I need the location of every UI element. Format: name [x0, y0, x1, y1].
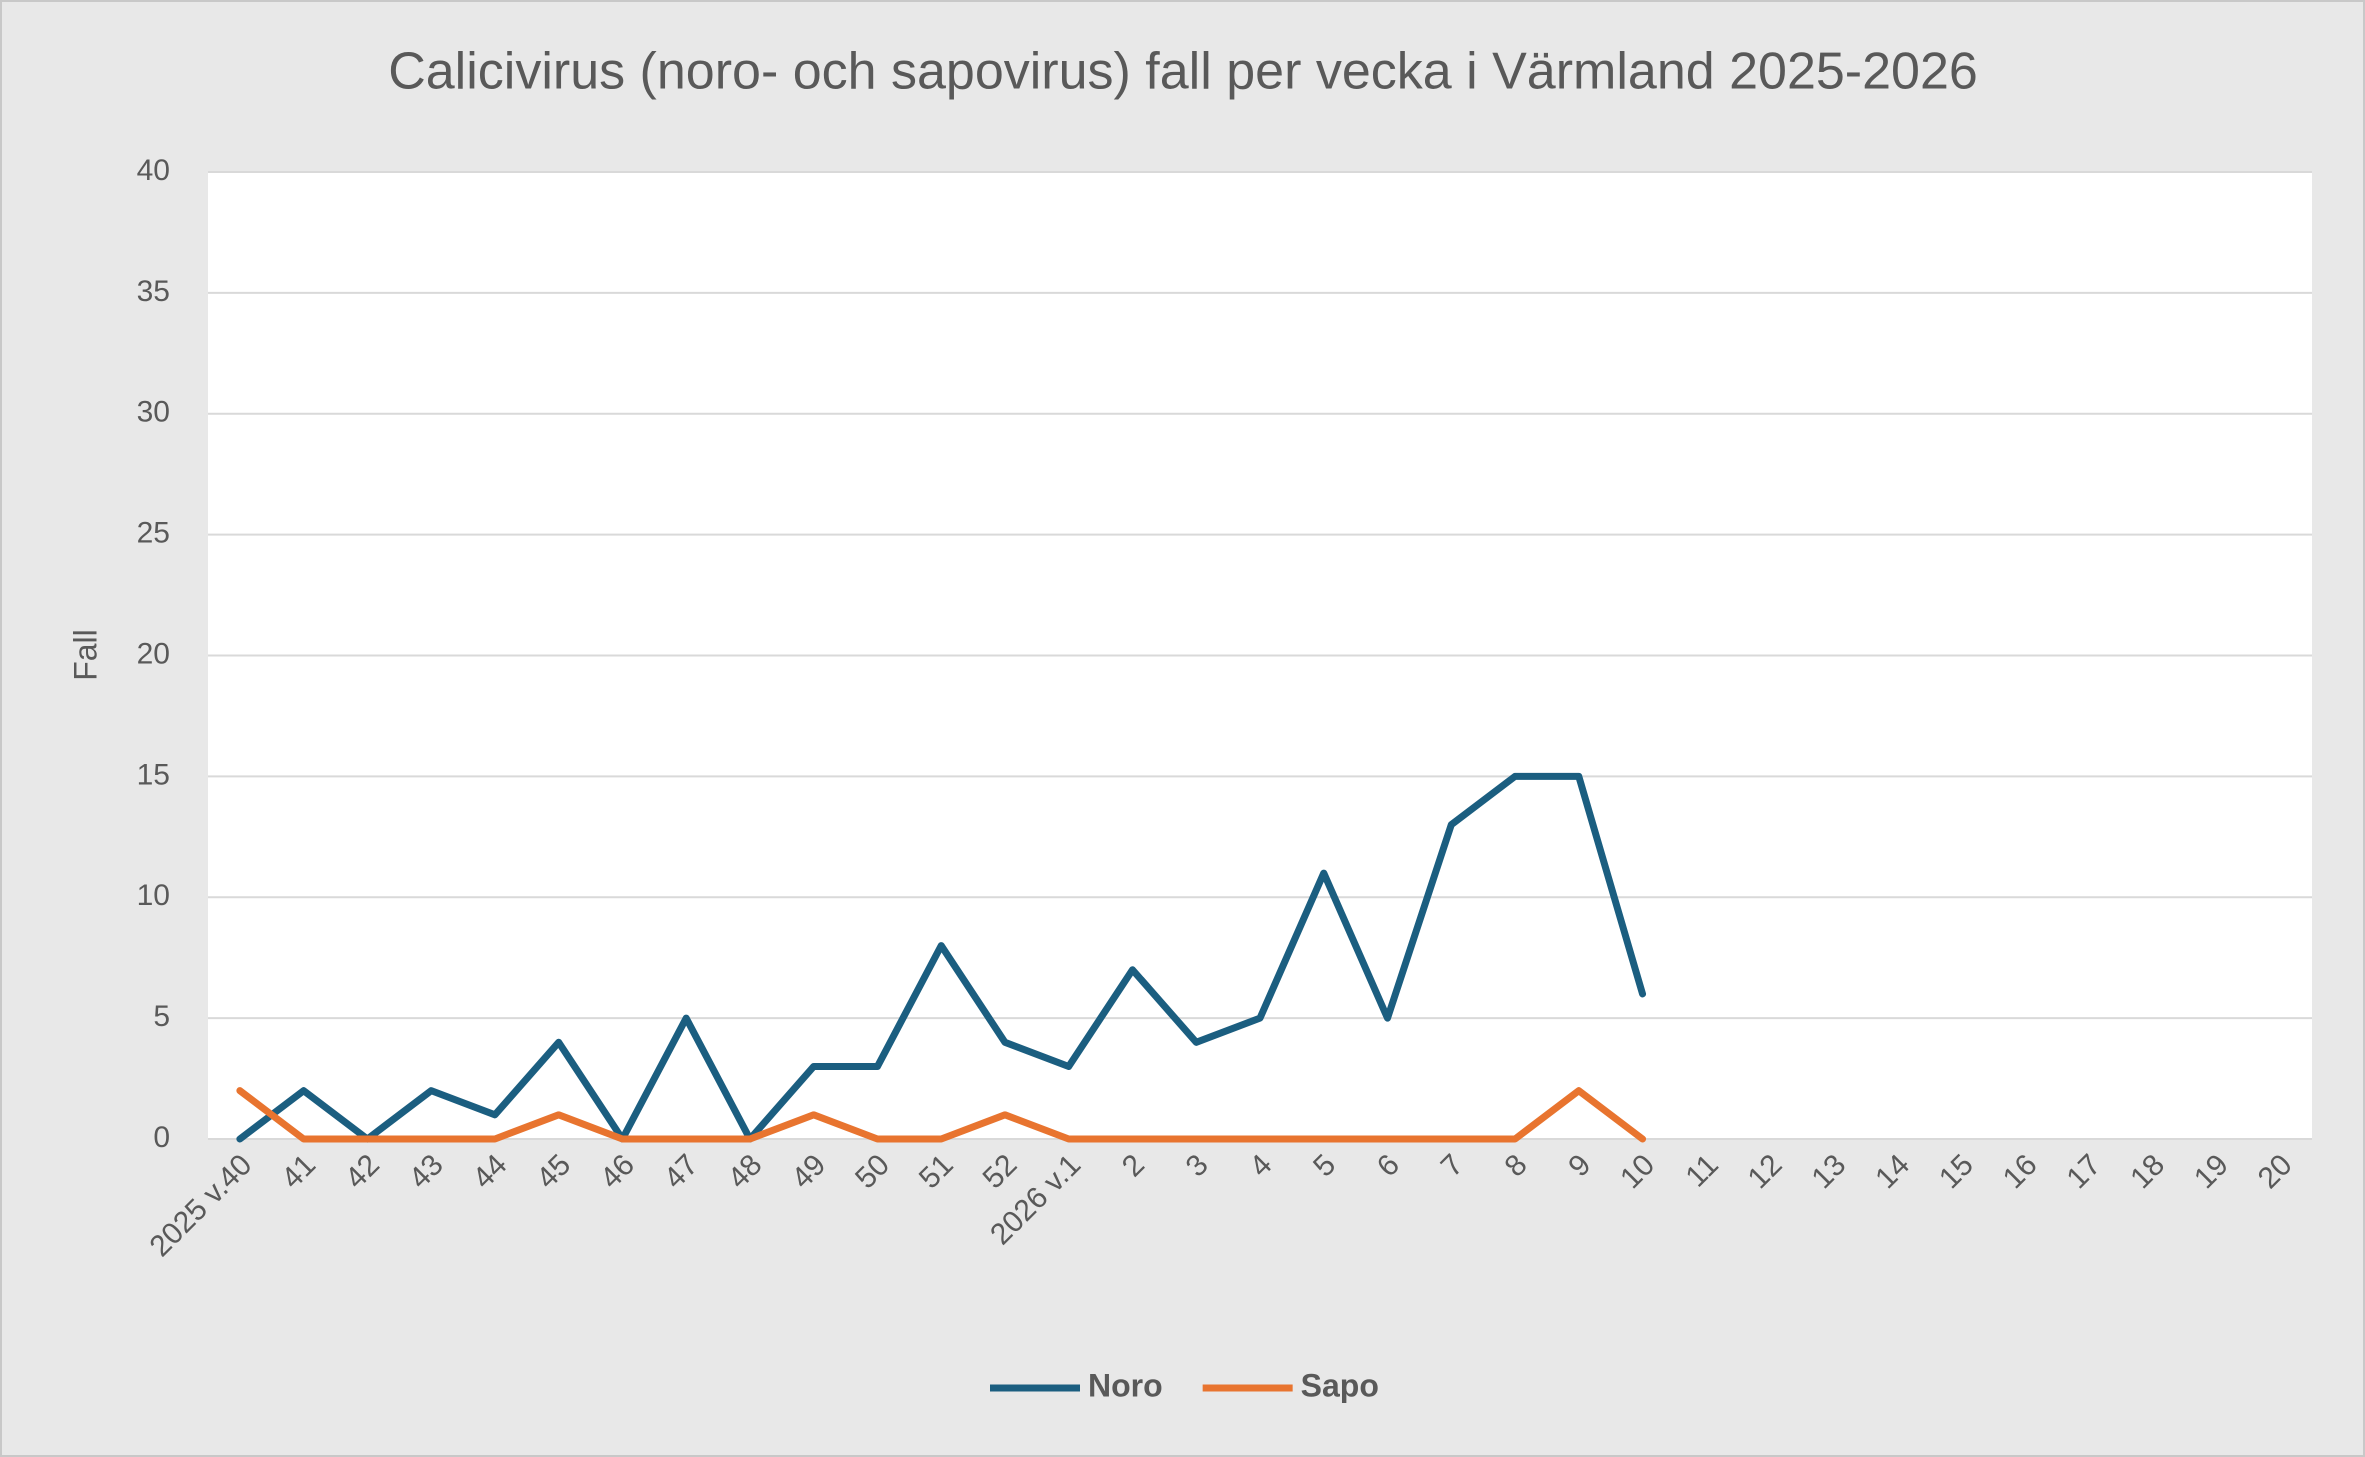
- y-tick-label: 40: [137, 154, 170, 187]
- y-tick-label: 10: [137, 879, 170, 912]
- y-tick-label: 30: [137, 396, 170, 429]
- line-series: [236, 1087, 1647, 1143]
- line-series: [236, 772, 1647, 1143]
- y-tick-label: 20: [137, 637, 170, 670]
- legend-label: Noro: [1088, 1367, 1163, 1403]
- chart-title: Calicivirus (noro- och sapovirus) fall p…: [388, 43, 1978, 101]
- y-tick-label: 0: [153, 1121, 170, 1154]
- y-tick-label: 35: [137, 275, 170, 308]
- y-axis-label: Fall: [67, 629, 103, 681]
- legend-label: Sapo: [1301, 1367, 1379, 1403]
- y-tick-label: 15: [137, 758, 170, 791]
- y-tick-label: 25: [137, 517, 170, 550]
- y-tick-label: 5: [153, 1000, 170, 1033]
